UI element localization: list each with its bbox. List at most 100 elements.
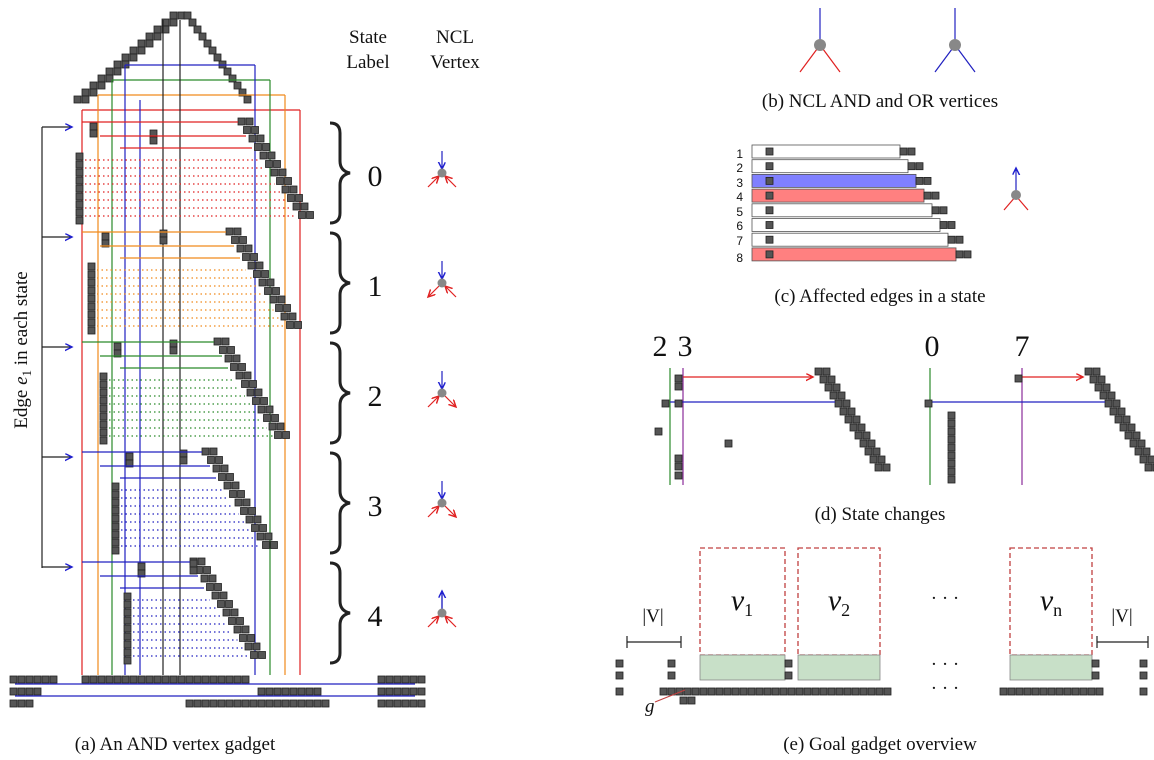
header: NCL	[436, 27, 474, 48]
block	[129, 675, 138, 684]
block	[877, 455, 886, 464]
block	[113, 342, 122, 351]
caption: (a) An AND vertex gadget	[75, 734, 276, 755]
block	[233, 227, 242, 236]
block	[1119, 423, 1128, 432]
block	[9, 675, 18, 684]
block	[209, 447, 218, 456]
block	[393, 687, 402, 696]
block	[385, 687, 394, 696]
block	[177, 675, 186, 684]
edge-row	[751, 232, 949, 247]
subscript: n	[1053, 600, 1062, 620]
block	[1139, 687, 1148, 696]
block	[233, 81, 242, 90]
block	[237, 117, 246, 126]
block	[87, 326, 96, 335]
block	[206, 583, 214, 591]
block	[849, 423, 858, 432]
block	[839, 407, 848, 416]
block	[256, 134, 265, 143]
block	[254, 143, 262, 151]
caption: (c) Affected edges in a state	[774, 286, 985, 307]
block	[81, 88, 90, 97]
block	[270, 168, 279, 177]
block	[265, 160, 273, 168]
caption: (b) NCL AND and OR vertices	[762, 91, 998, 112]
block	[159, 236, 168, 245]
block	[113, 675, 122, 684]
block	[221, 337, 230, 346]
ellipsis: · · ·	[931, 654, 959, 675]
block	[847, 407, 856, 416]
block	[683, 687, 692, 696]
block	[784, 659, 793, 668]
block	[87, 278, 96, 287]
block	[111, 498, 120, 507]
block	[715, 687, 724, 696]
block	[765, 162, 774, 171]
block	[276, 422, 285, 431]
block	[89, 81, 98, 90]
block	[242, 253, 250, 261]
block	[674, 382, 683, 391]
wire	[427, 396, 439, 408]
block	[947, 443, 956, 452]
block	[227, 346, 235, 354]
block	[222, 608, 231, 617]
block	[261, 270, 269, 278]
block	[947, 435, 956, 444]
block	[1142, 447, 1151, 456]
block	[223, 67, 232, 76]
block	[1063, 687, 1072, 696]
block	[294, 321, 302, 329]
block	[947, 475, 956, 484]
block	[1137, 439, 1146, 448]
block	[217, 600, 225, 608]
block	[674, 374, 683, 383]
block	[232, 354, 241, 363]
block	[247, 634, 255, 642]
block	[179, 456, 188, 465]
brace	[329, 561, 351, 665]
block	[198, 32, 207, 41]
block	[169, 11, 178, 20]
block	[99, 396, 108, 405]
block	[225, 675, 234, 684]
block	[787, 687, 796, 696]
block	[1015, 687, 1024, 696]
block	[675, 687, 684, 696]
block	[282, 431, 290, 439]
block	[1122, 415, 1131, 424]
block	[81, 95, 90, 104]
block	[123, 648, 132, 657]
caption: (e) Goal gadget overview	[783, 734, 977, 755]
block	[89, 129, 98, 138]
block	[321, 699, 330, 708]
block	[1112, 399, 1121, 408]
block	[111, 538, 120, 547]
block	[259, 524, 267, 532]
block	[217, 675, 226, 684]
block	[253, 270, 261, 278]
block	[233, 625, 242, 634]
block	[218, 473, 226, 481]
block	[240, 507, 248, 515]
block	[219, 346, 227, 354]
block	[225, 600, 233, 608]
block	[97, 81, 106, 90]
block	[213, 53, 222, 62]
block	[273, 160, 281, 168]
block	[1089, 375, 1098, 384]
block	[409, 675, 418, 684]
edge-row	[751, 173, 917, 188]
block	[687, 696, 696, 705]
block	[215, 456, 223, 464]
block	[208, 574, 217, 583]
row-label: 4	[736, 190, 743, 204]
block	[947, 459, 956, 468]
block	[1109, 407, 1118, 416]
block	[193, 675, 202, 684]
block	[225, 227, 234, 236]
block	[907, 147, 916, 156]
